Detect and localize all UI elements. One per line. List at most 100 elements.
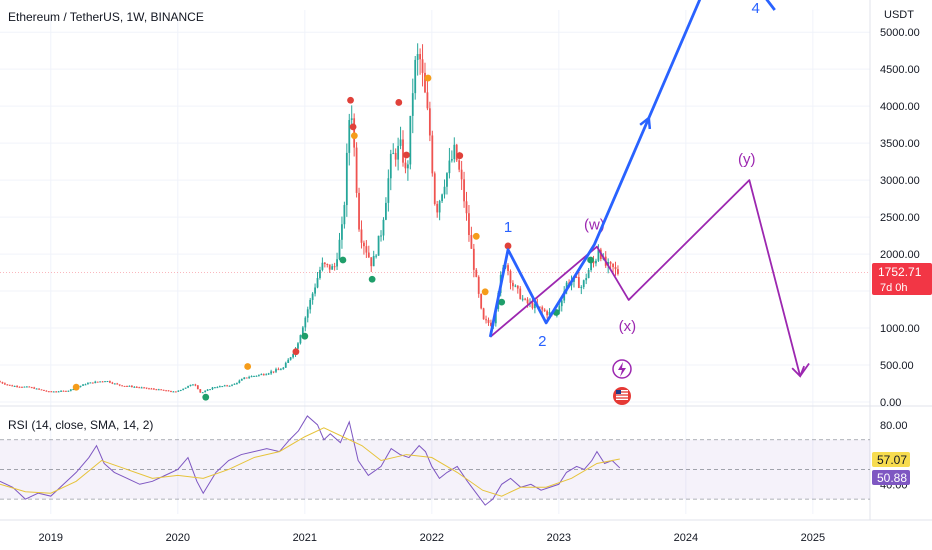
signal-marker bbox=[403, 151, 410, 159]
candle-body bbox=[187, 386, 189, 388]
candle-body bbox=[162, 389, 165, 391]
signal-marker bbox=[72, 383, 80, 391]
candle-body bbox=[248, 377, 251, 379]
candle-body bbox=[297, 343, 299, 349]
candle-body bbox=[358, 192, 360, 230]
candle-body bbox=[233, 383, 236, 385]
wave-count-purple-label: (y) bbox=[738, 151, 756, 168]
candle-body bbox=[441, 194, 443, 202]
candle-body bbox=[577, 277, 580, 288]
time-axis[interactable]: 2019 2020 2021 2022 2023 2024 2025 bbox=[39, 532, 826, 544]
price-axis[interactable]: 5000.00 4500.00 4000.00 3500.00 3000.00 2500.… bbox=[880, 27, 920, 409]
candle-body bbox=[289, 357, 292, 360]
lightning-bolt-icon[interactable] bbox=[612, 359, 632, 379]
candle-body bbox=[301, 327, 304, 336]
candle-body bbox=[446, 173, 448, 187]
time-tick-label: 2020 bbox=[166, 532, 190, 544]
candle-body bbox=[189, 384, 192, 387]
candle-body bbox=[453, 144, 456, 160]
candle-body bbox=[79, 385, 82, 387]
wave-count-drawings[interactable]: (w)(x)(y)124 bbox=[488, 0, 810, 378]
candle-body bbox=[419, 54, 422, 60]
candle-body bbox=[326, 263, 329, 265]
candle-body bbox=[126, 385, 128, 387]
candle-body bbox=[614, 267, 617, 270]
candle-body bbox=[228, 385, 231, 387]
price-tick-label: 2000.00 bbox=[880, 249, 920, 261]
candle-body bbox=[231, 384, 233, 386]
candle-body bbox=[416, 54, 419, 60]
candle-body bbox=[587, 270, 590, 279]
signal-marker bbox=[202, 393, 210, 401]
candle-body bbox=[238, 380, 241, 383]
candle-body bbox=[428, 108, 431, 136]
candle-body bbox=[265, 374, 268, 376]
candle-body bbox=[209, 389, 211, 391]
candle-body bbox=[490, 322, 492, 326]
candle-body bbox=[590, 261, 592, 271]
rsi-sma-value-box bbox=[872, 452, 910, 467]
candle-body bbox=[130, 385, 133, 387]
candle-body bbox=[377, 235, 380, 256]
candle-body bbox=[338, 239, 341, 260]
candle-body bbox=[585, 278, 588, 281]
time-tick-label: 2025 bbox=[801, 532, 825, 544]
candle-body bbox=[223, 385, 226, 387]
candle-body bbox=[3, 383, 6, 385]
candle-body bbox=[370, 257, 373, 267]
candle-body bbox=[375, 255, 378, 257]
candle-body bbox=[201, 392, 204, 394]
candle-body bbox=[460, 169, 463, 180]
candle-body bbox=[363, 242, 365, 247]
candle-body bbox=[468, 213, 470, 236]
candle-body bbox=[99, 381, 102, 383]
last-price-label[interactable]: 1752.71 7d 0h bbox=[872, 263, 932, 295]
rsi-value-label: 57.07 50.88 bbox=[872, 452, 910, 485]
candle-body bbox=[360, 229, 363, 243]
candle-body bbox=[113, 383, 116, 385]
us-flag-icon[interactable] bbox=[613, 387, 631, 405]
rsi-title: RSI (14, close, SMA, 14, 2) bbox=[8, 418, 153, 432]
candle-body bbox=[512, 282, 514, 287]
candle-body bbox=[38, 388, 40, 390]
candle-body bbox=[104, 381, 106, 383]
price-tick-label: 5000.00 bbox=[880, 27, 920, 39]
candle-body bbox=[101, 381, 104, 383]
signal-marker bbox=[424, 74, 432, 82]
candle-body bbox=[404, 162, 407, 169]
time-tick-label: 2023 bbox=[547, 532, 571, 544]
candle-body bbox=[60, 390, 62, 392]
signal-marker bbox=[339, 256, 347, 264]
candle-body bbox=[177, 390, 180, 392]
candle-body bbox=[123, 385, 126, 387]
candle-body bbox=[240, 379, 243, 381]
signal-marker bbox=[350, 132, 358, 140]
candle-body bbox=[243, 377, 246, 380]
candle-body bbox=[155, 389, 158, 391]
candle-body bbox=[62, 390, 65, 392]
candle-body bbox=[470, 235, 473, 249]
signal-marker bbox=[349, 123, 357, 131]
candle-body bbox=[560, 300, 563, 307]
candle-body bbox=[109, 381, 111, 383]
signal-marker bbox=[456, 152, 464, 160]
signal-marker bbox=[395, 99, 403, 106]
signal-marker bbox=[481, 288, 489, 296]
candle-body bbox=[128, 385, 131, 387]
candle-body bbox=[277, 369, 280, 371]
candle-body bbox=[206, 389, 209, 391]
candle-body bbox=[538, 306, 541, 308]
candle-body bbox=[179, 389, 182, 391]
price-tick-label: 2500.00 bbox=[880, 212, 920, 224]
candle-body bbox=[477, 276, 480, 294]
candle-body bbox=[284, 362, 287, 368]
candle-body bbox=[389, 153, 392, 179]
rsi-sma-line bbox=[0, 427, 620, 497]
candle-body bbox=[333, 266, 336, 268]
candle-body bbox=[69, 389, 72, 391]
signal-marker bbox=[301, 332, 309, 340]
candle-body bbox=[546, 311, 549, 316]
candle-body bbox=[455, 144, 458, 161]
candle-body bbox=[480, 293, 483, 309]
